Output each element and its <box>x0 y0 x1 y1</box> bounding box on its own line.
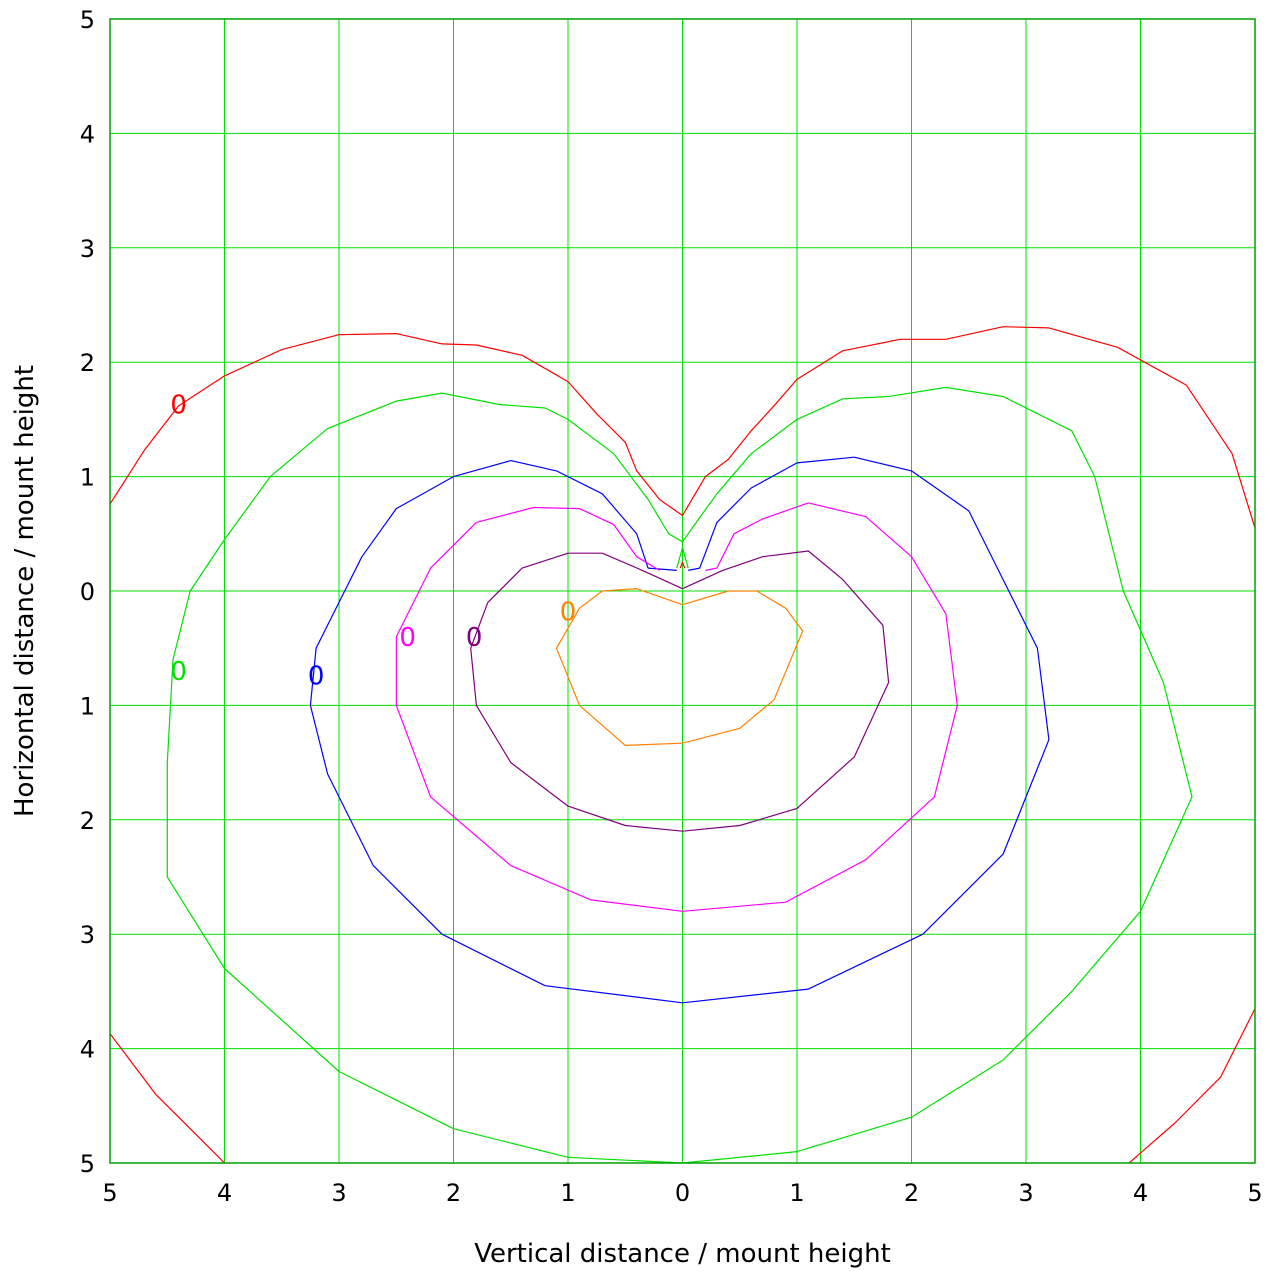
contour-line-3-0 <box>395 502 958 912</box>
contour-label-3: 0 <box>399 623 416 653</box>
y-tick-label-2: 3 <box>80 235 95 263</box>
x-tick-label-0: 5 <box>102 1179 117 1207</box>
contour-line-5-0 <box>555 588 804 747</box>
y-tick-label-5: 0 <box>80 578 95 606</box>
y-tick-label-7: 2 <box>80 807 95 835</box>
x-tick-label-7: 2 <box>904 1179 919 1207</box>
contour-label-5: 0 <box>560 598 577 628</box>
y-tick-label-4: 1 <box>80 464 95 492</box>
contour-line-0-0 <box>109 326 1256 529</box>
y-tick-label-8: 3 <box>80 921 95 949</box>
x-tick-label-1: 4 <box>217 1179 232 1207</box>
x-tick-label-5: 0 <box>675 1179 690 1207</box>
y-tick-label-6: 1 <box>80 692 95 720</box>
contour-label-4: 0 <box>466 623 483 653</box>
grid <box>109 18 1256 1164</box>
x-tick-label-2: 3 <box>331 1179 346 1207</box>
contour-line-1-1 <box>676 546 689 569</box>
x-tick-label-9: 4 <box>1133 1179 1148 1207</box>
contour-label-0: 0 <box>170 391 187 421</box>
x-tick-label-3: 2 <box>446 1179 461 1207</box>
x-tick-label-6: 1 <box>789 1179 804 1207</box>
y-tick-label-0: 5 <box>80 6 95 34</box>
x-tick-label-10: 5 <box>1247 1179 1262 1207</box>
contour-line-2-0 <box>309 456 1050 1004</box>
x-tick-label-8: 3 <box>1018 1179 1033 1207</box>
y-tick-label-9: 4 <box>80 1036 95 1064</box>
x-tick-label-4: 1 <box>560 1179 575 1207</box>
contour-line-0-3 <box>679 561 686 569</box>
y-axis-title: Horizontal distance / mount height <box>10 365 40 817</box>
contour-lines <box>109 326 1256 1164</box>
y-tick-label-3: 2 <box>80 349 95 377</box>
contour-labels: 0 0 0 0 0 0 <box>170 391 576 692</box>
contour-label-2: 0 <box>308 662 325 692</box>
contour-line-0-2 <box>1128 1008 1256 1164</box>
contour-line-0-1 <box>109 1033 225 1164</box>
contour-label-1: 0 <box>170 657 187 687</box>
contour-line-1-0 <box>166 386 1193 1164</box>
x-axis-title: Vertical distance / mount height <box>474 1239 891 1269</box>
plot-frame <box>109 18 1256 1164</box>
y-tick-labels: 5 4 3 2 1 0 1 2 3 4 5 <box>80 6 95 1178</box>
contour-line-4-0 <box>470 550 890 832</box>
y-tick-label-1: 4 <box>80 120 95 148</box>
x-tick-labels: 5 4 3 2 1 0 1 2 3 4 5 <box>102 1179 1262 1207</box>
y-tick-label-10: 5 <box>80 1150 95 1178</box>
